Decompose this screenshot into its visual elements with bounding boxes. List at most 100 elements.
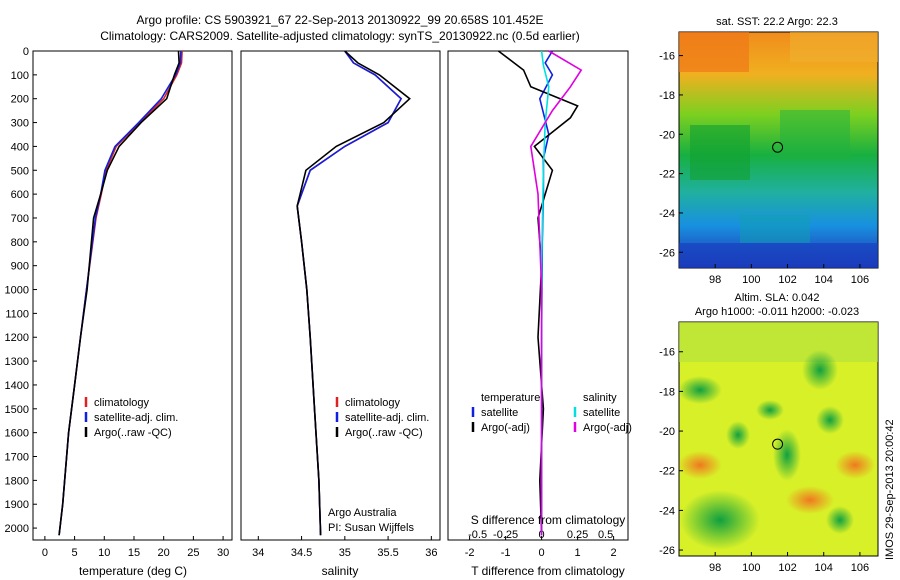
depth-tick-label: 1800	[5, 475, 29, 487]
depth-tick-label: 1400	[5, 380, 29, 392]
series-line-salinity-argo-adj-	[529, 50, 583, 536]
series-line-satellite-adj-clim-	[296, 50, 403, 536]
series-line-argo-raw-qc-	[58, 50, 180, 536]
x-tick-label: 34.5	[291, 547, 312, 559]
map-y-tick-label: -22	[659, 466, 675, 478]
argo-location-marker	[772, 438, 784, 450]
x-tick-label: 0	[42, 547, 48, 559]
sla-map	[678, 321, 879, 557]
depth-tick-label: 1300	[5, 356, 29, 368]
x-tick-label: 36	[425, 547, 437, 559]
x-tick-label: 35.5	[377, 547, 398, 559]
map-y-tick-label: -26	[659, 247, 675, 259]
x-tick-label: -2	[465, 547, 475, 559]
x-tick-label: 1	[575, 547, 581, 559]
map-y-tick-label: -20	[659, 426, 675, 438]
temperature-lines	[58, 50, 183, 536]
salinity-xlabel: salinity	[322, 564, 359, 578]
salinity-lines	[296, 50, 411, 536]
depth-tick-label: 2000	[5, 523, 29, 535]
difference-legend: temperature satellite Argo(-adj) salinit…	[471, 392, 632, 434]
x-tick-label: 35	[339, 547, 351, 559]
header-line1: Argo profile: CS 5903921_67 22-Sep-2013 …	[137, 13, 544, 27]
x-tick-label: 5	[72, 547, 78, 559]
depth-tick-label: 1700	[5, 452, 29, 464]
map-x-tick-label: 98	[709, 274, 721, 286]
depth-tick-label: 1000	[5, 285, 29, 297]
depth-tick-label: 0	[23, 46, 29, 58]
series-line-argo-adj-	[497, 50, 579, 536]
map-y-tick-label: -22	[659, 169, 675, 181]
difference-lines	[497, 50, 583, 536]
map-y-tick-label: -24	[659, 208, 675, 220]
legend-label: climatology	[94, 397, 150, 409]
depth-axis: 0 100 200 300 400 500 600 700 800 900 1000 1100 1200…	[5, 46, 37, 535]
difference-xlabel: T difference from climatology	[471, 564, 625, 578]
top-x-tick-label: 0.5	[598, 529, 613, 541]
map-y-tick-label: -16	[659, 51, 675, 63]
sla-map-title: Altim. SLA: 0.042	[735, 292, 820, 304]
temperature-panel	[32, 50, 233, 541]
depth-tick-label: 400	[11, 141, 29, 153]
legend-label: Argo(..raw -QC)	[345, 427, 423, 439]
series-line-satellite-adj-clim-	[58, 50, 182, 536]
legend-label: satellite-adj. clim.	[345, 412, 429, 424]
depth-tick-label: 200	[11, 94, 29, 106]
depth-tick-label: 1900	[5, 499, 29, 511]
map-x-tick-label: 106	[851, 274, 869, 286]
legend-label: Argo(..raw -QC)	[94, 427, 172, 439]
difference-x-axis: -2 -1 0 1 2-0.5 -0.25 0 0.25 0.5	[465, 529, 617, 559]
map-x-tick-label: 104	[815, 274, 833, 286]
map-x-tick-label: 106	[851, 562, 869, 574]
legend-label: satellite	[481, 407, 518, 419]
legend-label: Argo(-adj)	[481, 422, 530, 434]
depth-tick-label: 600	[11, 189, 29, 201]
sst-map-title: sat. SST: 22.2 Argo: 22.3	[716, 16, 838, 28]
x-tick-label: 20	[158, 547, 170, 559]
map-x-tick-label: 104	[815, 562, 833, 574]
depth-tick-label: 300	[11, 118, 29, 130]
x-tick-label: 15	[128, 547, 140, 559]
depth-tick-label: 900	[11, 261, 29, 273]
sla-map-subtitle: Argo h1000: -0.011 h2000: -0.023	[695, 306, 859, 318]
difference-top-label: S difference from climatology	[471, 513, 626, 527]
depth-tick-label: 500	[11, 165, 29, 177]
x-tick-label: 2	[611, 547, 617, 559]
top-x-tick-label: 0.25	[567, 529, 588, 541]
top-x-tick-label: -0.25	[493, 529, 518, 541]
map-x-tick-label: 100	[742, 274, 760, 286]
salinity-legend: climatology satellite-adj. clim. Argo(..…	[328, 397, 429, 534]
top-x-tick-label: -0.5	[468, 529, 487, 541]
depth-tick-label: 800	[11, 237, 29, 249]
series-line-climatology	[58, 50, 183, 536]
pi-note: PI: Susan Wijffels	[328, 522, 414, 534]
x-tick-label: 30	[217, 547, 229, 559]
depth-tick-label: 100	[11, 70, 29, 82]
sst-map	[678, 31, 879, 269]
x-tick-label: 10	[98, 547, 110, 559]
map-y-tick-label: -20	[659, 129, 675, 141]
temperature-x-axis: 0 5 10 15 20 25 30	[42, 536, 229, 559]
map-y-tick-label: -16	[659, 347, 675, 359]
legend-label: satellite-adj. clim.	[94, 412, 178, 424]
legend-label: Argo(-adj)	[583, 422, 632, 434]
difference-panel	[447, 50, 629, 541]
argo-australia-note: Argo Australia	[328, 507, 397, 519]
depth-tick-label: 1100	[5, 308, 29, 320]
temperature-xlabel: temperature (deg C)	[79, 564, 187, 578]
map-y-tick-label: -26	[659, 545, 675, 557]
sst-map-axes: 98 100 102 104 106 -16 -18 -20 -22 -24 -26	[659, 51, 869, 286]
x-tick-label: 34	[252, 547, 264, 559]
x-tick-label: 0	[539, 547, 545, 559]
map-x-tick-label: 102	[778, 274, 796, 286]
series-line-argo-raw-qc-	[296, 50, 411, 536]
map-y-tick-label: -18	[659, 386, 675, 398]
map-y-tick-label: -24	[659, 505, 675, 517]
x-tick-label: -1	[501, 547, 511, 559]
legend-label: satellite	[583, 407, 620, 419]
depth-tick-label: 1500	[5, 404, 29, 416]
salinity-x-axis: 34 34.5 35 35.5 36	[252, 536, 437, 559]
legend-label: temperature	[481, 392, 540, 404]
depth-tick-label: 1600	[5, 428, 29, 440]
